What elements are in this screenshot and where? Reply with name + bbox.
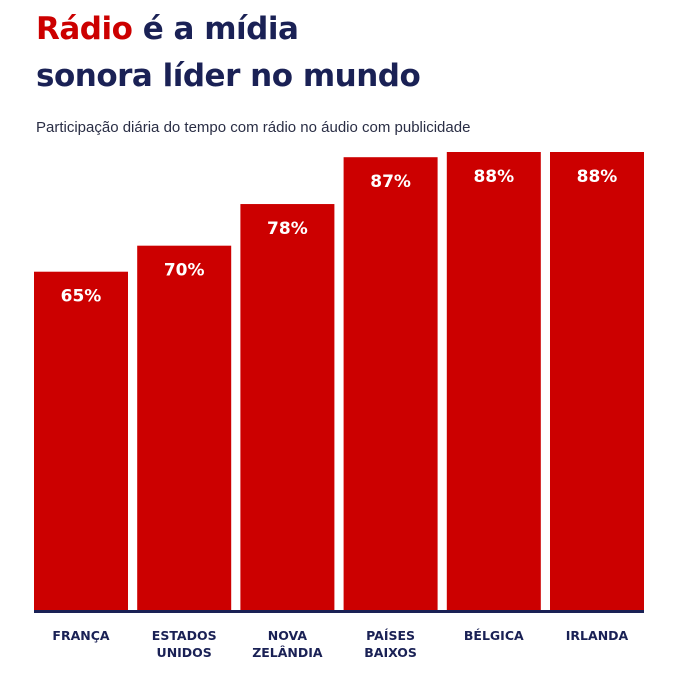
category-label: BÉLGICA bbox=[464, 628, 524, 643]
title-accent: Rádio bbox=[36, 11, 133, 47]
bar-value-label: 88% bbox=[577, 167, 618, 187]
bar-2 bbox=[137, 245, 232, 610]
category-label: NOVA bbox=[268, 628, 308, 643]
bar-3 bbox=[240, 204, 335, 610]
category-label: BAIXOS bbox=[364, 645, 417, 660]
bar-6 bbox=[550, 152, 644, 610]
bar-value-label: 87% bbox=[370, 172, 411, 192]
category-label: IRLANDA bbox=[566, 628, 629, 643]
bar-1 bbox=[34, 271, 128, 610]
bar-value-label: 65% bbox=[61, 287, 102, 307]
chart-subtitle: Participação diária do tempo com rádio n… bbox=[36, 119, 471, 136]
title-line2: sonora líder no mundo bbox=[36, 58, 421, 94]
bar-value-label: 78% bbox=[267, 219, 308, 239]
bar-4 bbox=[343, 157, 438, 611]
category-label: ESTADOS bbox=[152, 628, 217, 643]
bar-5 bbox=[446, 152, 541, 610]
category-label: PAÍSES bbox=[366, 628, 415, 643]
category-label: ZELÂNDIA bbox=[252, 645, 323, 660]
bar-value-label: 88% bbox=[473, 167, 514, 187]
bar-value-label: 70% bbox=[164, 261, 205, 281]
category-label: FRANÇA bbox=[52, 628, 109, 643]
chart-title: Rádio é a mídia sonora líder no mundo bbox=[36, 6, 421, 100]
category-label: UNIDOS bbox=[157, 645, 212, 660]
title-line1-rest: é a mídia bbox=[132, 11, 299, 47]
